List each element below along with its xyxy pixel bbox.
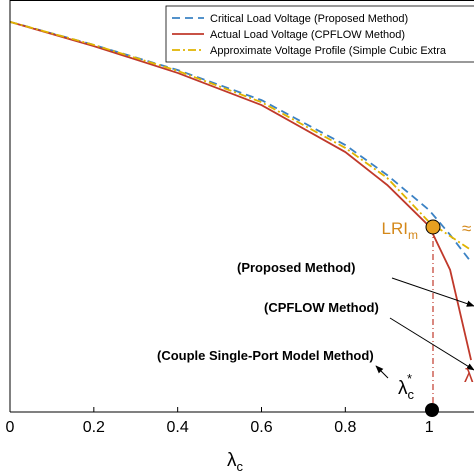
legend-label: Approximate Voltage Profile (Simple Cubi…	[210, 45, 447, 57]
legend-label: Actual Load Voltage (CPFLOW Method)	[210, 29, 405, 41]
series-line	[9, 20, 472, 263]
series-line	[9, 20, 472, 361]
x-tick-label: 0.8	[334, 419, 356, 436]
x-axis-label: λc	[227, 450, 244, 474]
x-tick-label: 1	[425, 419, 434, 436]
legend	[165, 5, 474, 63]
x-tick-label: 0.6	[250, 419, 272, 436]
x-tick-label: 0.2	[83, 419, 105, 436]
arrow	[391, 277, 474, 307]
lambda-point	[425, 403, 439, 417]
legend-label: Critical Load Voltage (Proposed Method)	[210, 13, 408, 25]
lri-approx: ≈	[462, 219, 471, 238]
lambda-red: λ	[464, 366, 474, 387]
lri-point	[425, 219, 441, 235]
annotation: (CPFLOW Method)	[264, 300, 379, 315]
annotation: (Couple Single-Port Model Method)	[157, 348, 374, 363]
arrow	[375, 365, 389, 379]
lri-label: LRIm	[382, 219, 418, 242]
x-tick-label: 0	[6, 419, 15, 436]
x-tick-label: 0.4	[167, 419, 189, 436]
lambda-star: λc*	[398, 371, 415, 402]
series-line	[9, 20, 472, 251]
annotation: (Proposed Method)	[237, 260, 355, 275]
arrow	[389, 317, 474, 371]
